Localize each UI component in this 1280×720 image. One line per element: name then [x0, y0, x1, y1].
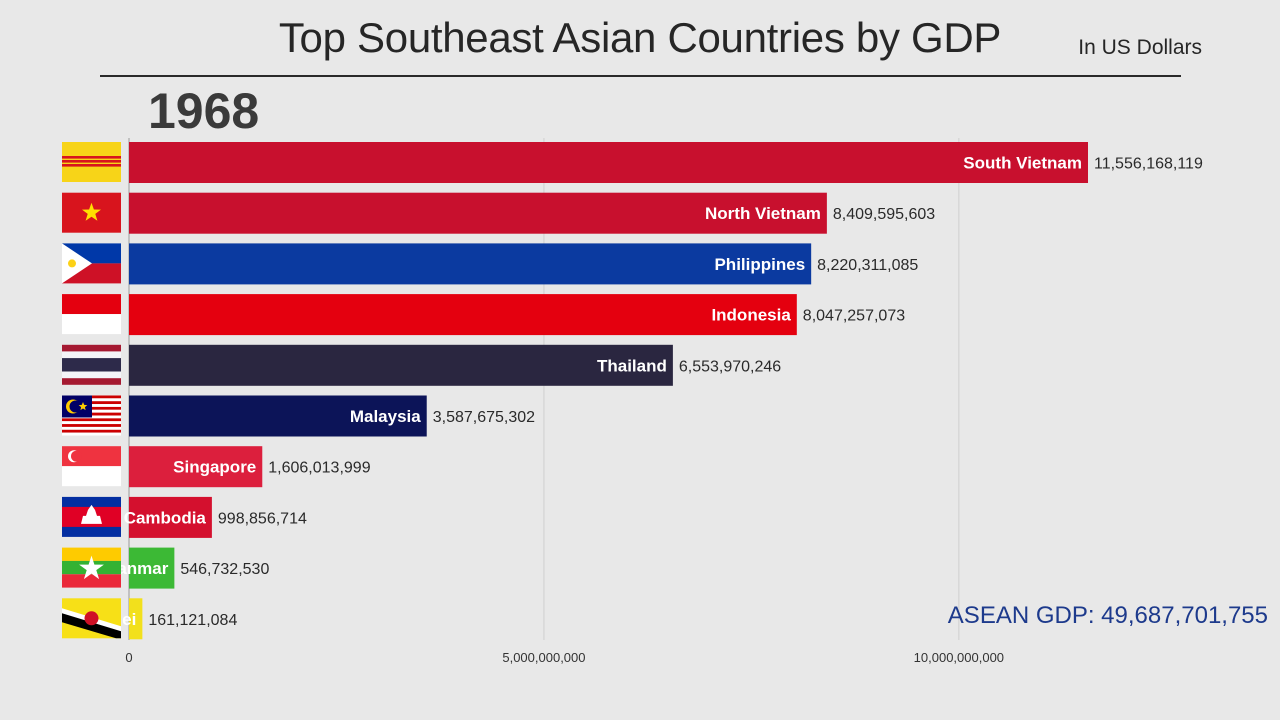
bar: [129, 344, 673, 386]
bar: [129, 598, 143, 640]
singapore-flag-icon: [62, 446, 121, 487]
bar-country-label: South Vietnam: [963, 154, 1082, 173]
bar-country-label: Cambodia: [124, 508, 207, 527]
year-label: 1968: [148, 83, 260, 139]
bar-country-label: Singapore: [173, 458, 256, 477]
bar: [129, 142, 1088, 183]
bar-value-label: 11,556,168,119: [1094, 156, 1203, 173]
brunei-flag-icon: [62, 598, 121, 639]
bar-country-label: North Vietnam: [705, 204, 821, 223]
asean-total-label: ASEAN GDP: 49,687,701,755: [947, 602, 1268, 629]
bar-value-label: 6,553,970,246: [679, 358, 781, 375]
title-divider: [100, 75, 1181, 77]
x-tick-label: 0: [125, 650, 132, 665]
north-vietnam-flag-icon: [62, 192, 121, 233]
bar: [129, 294, 797, 336]
flag-column: [62, 142, 121, 639]
bar-value-label: 8,220,311,085: [817, 257, 918, 274]
bar-value-label: 1,606,013,999: [268, 460, 370, 477]
bars-group: South Vietnam 11,556,168,119 North Vietnam…: [83, 142, 1203, 640]
bar-value-label: 8,409,595,603: [833, 206, 935, 223]
bar-country-label: Philippines: [714, 255, 805, 274]
chart-title: Top Southeast Asian Countries by GDP: [278, 14, 1002, 61]
bar: [129, 395, 427, 437]
malaysia-flag-icon: [62, 395, 121, 436]
bar-value-label: 3,587,675,302: [433, 409, 535, 426]
cambodia-flag-icon: [62, 496, 121, 537]
philippines-flag-icon: [62, 243, 121, 284]
bar-value-label: 161,121,084: [148, 612, 237, 629]
x-tick-label: 10,000,000,000: [914, 650, 1004, 665]
myanmar-flag-icon: [62, 547, 121, 588]
x-tick-label: 5,000,000,000: [502, 650, 585, 665]
bar-value-label: 8,047,257,073: [803, 308, 905, 325]
bar: [129, 496, 212, 538]
bar-value-label: 546,732,530: [180, 561, 269, 578]
bar: [129, 192, 827, 234]
bar-country-label: Malaysia: [350, 407, 421, 426]
bar-value-label: 998,856,714: [218, 510, 307, 527]
bar: [129, 243, 812, 285]
bar: [129, 547, 175, 589]
bar-country-label: Indonesia: [711, 306, 791, 325]
currency-subtitle: In US Dollars: [1078, 36, 1202, 59]
indonesia-flag-icon: [62, 294, 121, 335]
south-vietnam-flag-icon: [62, 142, 121, 182]
bar-country-label: Thailand: [597, 356, 667, 375]
bar: [129, 446, 263, 488]
x-axis-ticks: 0 5,000,000,000 10,000,000,000: [125, 650, 1004, 665]
thailand-flag-icon: [62, 344, 121, 385]
